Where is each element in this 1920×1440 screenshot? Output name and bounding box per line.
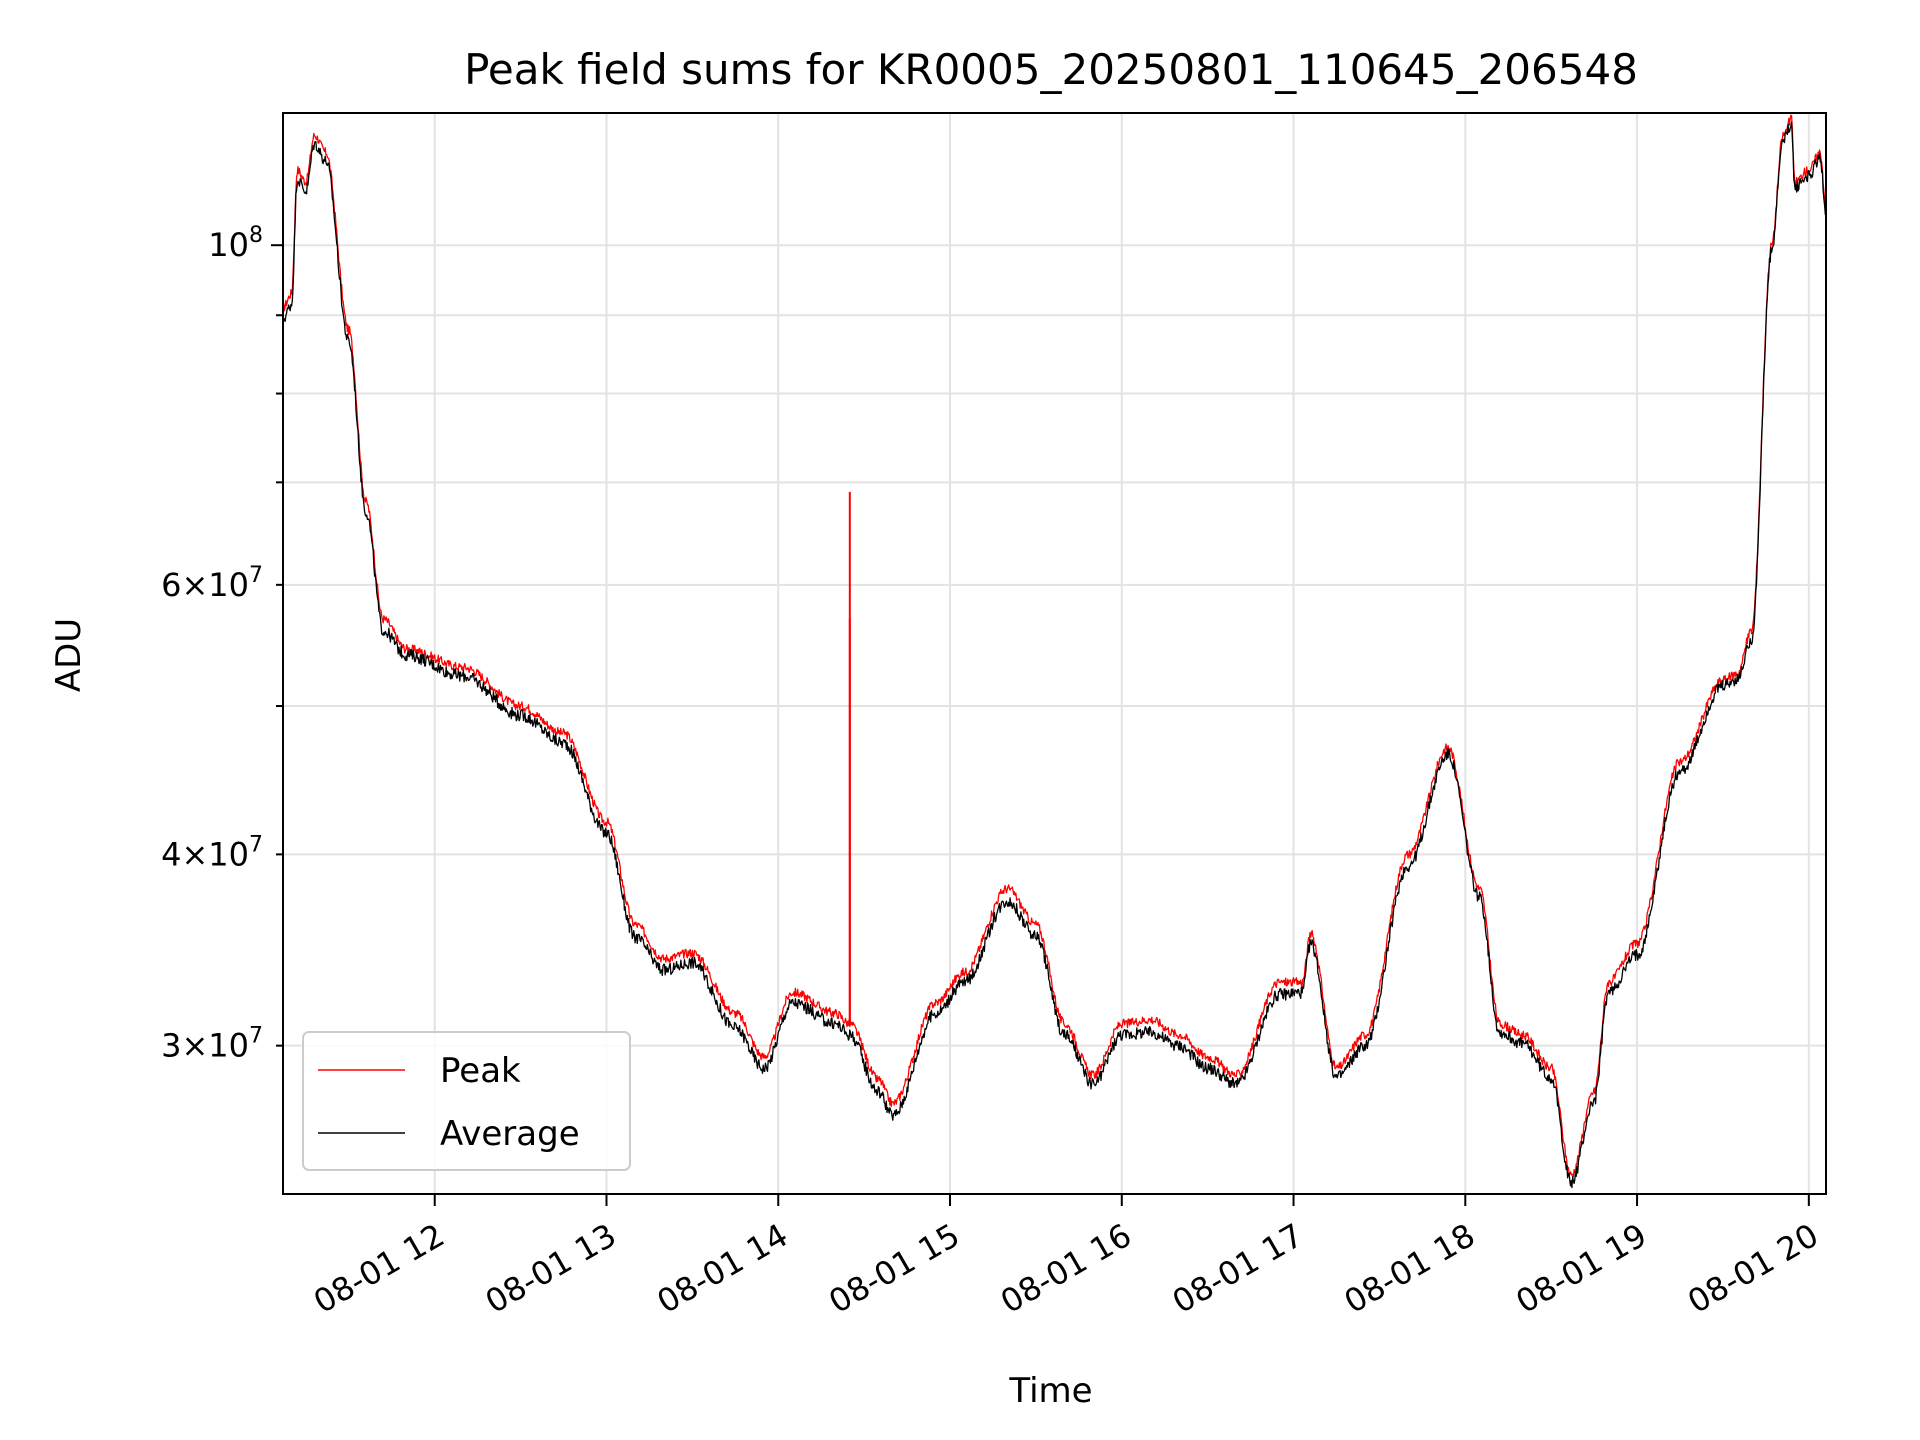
y-axis-ticks: 3×107 4×107 6×107 108 — [161, 223, 283, 1065]
x-tick-label: 08-01 15 — [822, 1216, 966, 1321]
x-tick-label: 08-01 14 — [651, 1216, 795, 1321]
legend: Peak Average — [302, 1031, 631, 1171]
y-axis-label: ADU — [49, 618, 89, 692]
legend-label-average: Average — [440, 1114, 580, 1154]
y-tick-label: 108 — [208, 223, 263, 264]
x-axis-label: Time — [1008, 1371, 1092, 1411]
x-tick-label: 08-01 13 — [479, 1216, 623, 1321]
series-average — [283, 121, 1826, 1189]
series-peak — [283, 114, 1826, 1178]
series-line-average — [283, 121, 1826, 1189]
y-tick-label: 6×107 — [161, 563, 263, 604]
legend-box — [302, 1031, 631, 1171]
x-tick-label: 08-01 20 — [1681, 1216, 1825, 1321]
x-tick-label: 08-01 12 — [307, 1216, 451, 1321]
y-tick-label: 3×107 — [161, 1024, 263, 1065]
plot-series — [283, 114, 1826, 1189]
x-axis-ticks: 08-01 12 08-01 13 08-01 14 08-01 15 08-01 16… — [307, 1194, 1825, 1321]
series-line-peak — [283, 114, 1826, 1178]
x-tick-label: 08-01 19 — [1509, 1216, 1653, 1321]
legend-label-peak: Peak — [440, 1051, 521, 1091]
plot-area-frame — [282, 112, 1827, 1195]
chart-title: Peak field sums for KR0005_20250801_1106… — [464, 45, 1638, 94]
x-tick-label: 08-01 18 — [1338, 1216, 1482, 1321]
x-tick-label: 08-01 17 — [1166, 1216, 1310, 1321]
y-tick-label: 4×107 — [161, 832, 263, 873]
x-tick-label: 08-01 16 — [994, 1216, 1138, 1321]
grid-lines — [283, 113, 1826, 1194]
